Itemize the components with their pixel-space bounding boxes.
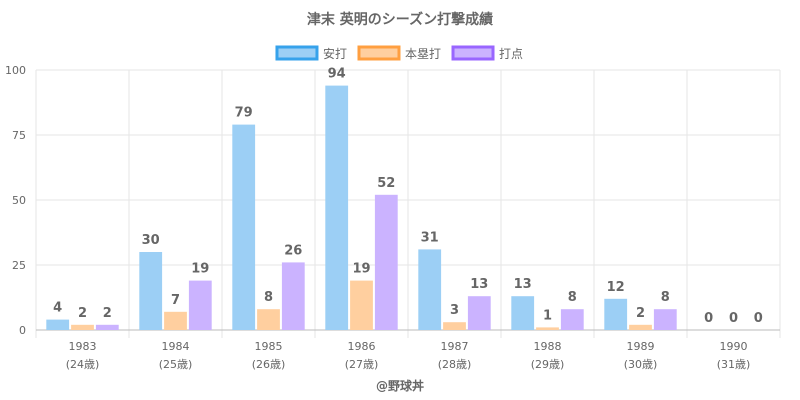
bar [232,124,256,330]
bar [350,280,373,330]
y-tick-label: 100 [5,64,26,77]
x-tick-sublabel: (25歳) [159,358,193,371]
bar [71,324,94,330]
x-tick-label: 1988 [534,340,562,353]
bar [281,262,305,330]
data-label: 12 [607,280,625,295]
bar [653,309,677,330]
legend-swatch [275,45,319,61]
y-tick-label: 50 [12,194,26,207]
bar [467,296,491,330]
data-label: 1 [543,308,552,323]
data-label: 19 [352,262,370,277]
legend-item: 本塁打 [357,45,441,61]
bar [629,324,652,330]
x-axis: 1983 (24歳) 1984 (25歳) 1985 (26歳) 1986 (27歳) 1987… [66,340,751,371]
bar [374,194,398,330]
data-label: 2 [636,306,645,321]
bar [325,85,349,330]
legend-item: 打点 [451,45,523,61]
data-label: 2 [78,306,87,321]
y-tick-label: 75 [12,129,26,142]
x-tick-sublabel: (26歳) [252,358,286,371]
bar [257,309,280,330]
x-tick-sublabel: (28歳) [438,358,472,371]
data-label: 7 [171,293,180,308]
bar [511,296,535,330]
x-tick-label: 1984 [162,340,190,353]
data-label: 0 [704,311,713,326]
legend: 安打 本塁打 打点 [275,45,523,61]
chart-footer: @野球丼 [376,378,424,393]
chart-title: 津末 英明のシーズン打撃成績 [307,11,493,28]
data-label: 0 [729,311,738,326]
x-tick-label: 1987 [441,340,469,353]
x-tick-label: 1986 [348,340,376,353]
bar [560,309,584,330]
y-axis: 0 25 50 75 100 [5,64,26,337]
bar [164,311,187,330]
data-label: 0 [754,311,763,326]
x-tick-sublabel: (24歳) [66,358,100,371]
bar [536,327,559,330]
x-tick-label: 1989 [627,340,655,353]
bar [443,322,466,330]
x-tick-sublabel: (29歳) [531,358,565,371]
legend-swatch [357,45,401,61]
x-tick-label: 1990 [720,340,748,353]
bar [95,324,119,330]
x-tick-sublabel: (30歳) [624,358,658,371]
legend-label: 本塁打 [405,47,441,61]
bar [139,252,163,330]
legend-swatch [451,45,495,61]
data-label: 31 [421,230,439,245]
bar [604,298,628,330]
data-label: 13 [470,277,488,292]
data-label: 19 [191,262,209,277]
x-tick-label: 1983 [69,340,97,353]
x-tick-sublabel: (27歳) [345,358,379,371]
y-tick-label: 0 [19,324,26,337]
bars [46,85,677,330]
data-label: 8 [661,290,670,305]
y-tick-label: 25 [12,259,26,272]
data-label: 8 [264,290,273,305]
bar [188,280,212,330]
data-label: 26 [284,243,302,258]
x-tick-label: 1985 [255,340,283,353]
legend-label: 打点 [499,47,523,61]
data-label: 2 [103,306,112,321]
data-label: 3 [450,303,459,318]
legend-item: 安打 [275,45,347,61]
data-label: 30 [142,233,160,248]
data-label: 8 [568,290,577,305]
bar [46,319,70,330]
data-label: 13 [514,277,532,292]
data-label: 79 [235,106,253,121]
bar [418,249,442,330]
data-label: 4 [53,301,62,316]
legend-label: 安打 [323,46,347,61]
x-tick-sublabel: (31歳) [717,358,751,371]
data-label: 94 [328,67,346,82]
data-label: 52 [377,176,395,191]
